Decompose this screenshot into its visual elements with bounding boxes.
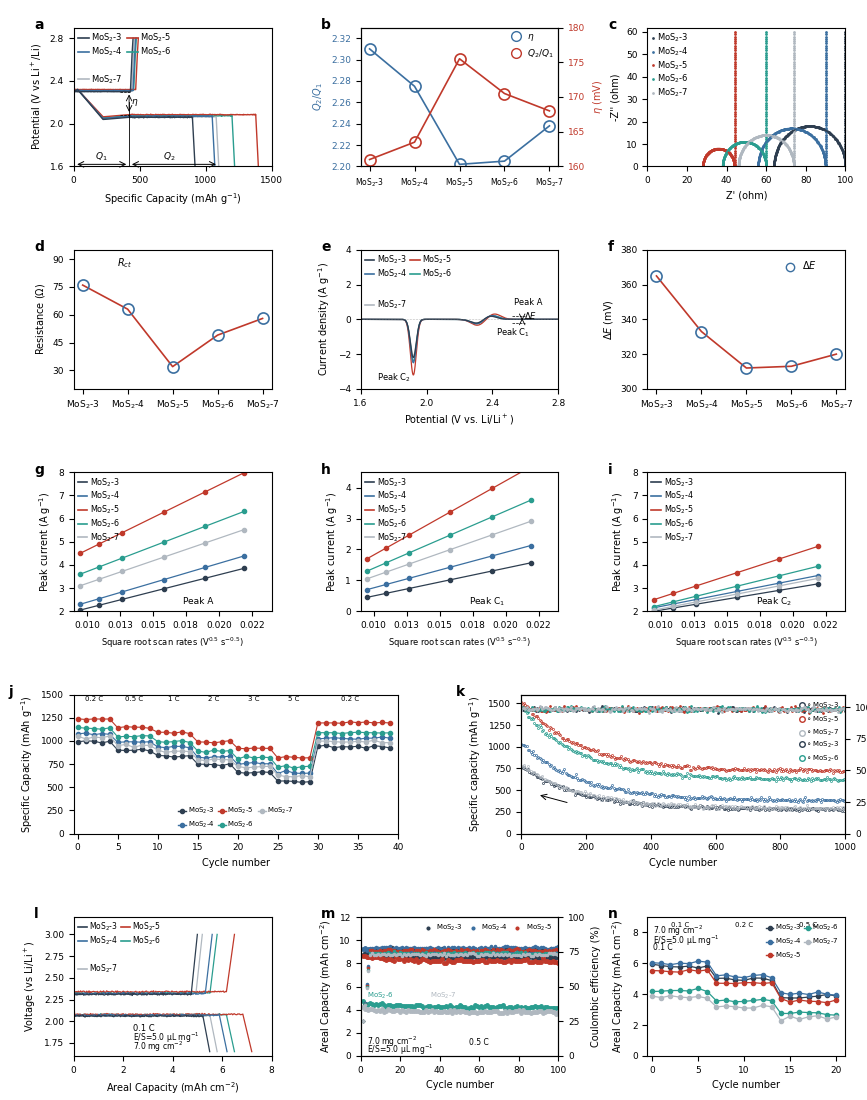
Legend: MoS$_2$-3, MoS$_2$-4, MoS$_2$-5, MoS$_2$-6, MoS$_2$-7: MoS$_2$-3, MoS$_2$-4, MoS$_2$-5, MoS$_2$… bbox=[365, 476, 407, 543]
Legend: MoS$_2$-7: MoS$_2$-7 bbox=[78, 74, 122, 86]
Text: Peak C$_2$: Peak C$_2$ bbox=[377, 371, 411, 384]
Legend: $\circ$ MoS$_2$-3, $\circ$ MoS$_2$-6: $\circ$ MoS$_2$-3, $\circ$ MoS$_2$-6 bbox=[798, 737, 842, 767]
Text: k: k bbox=[456, 685, 466, 698]
Text: l: l bbox=[34, 908, 39, 922]
Text: 2 C: 2 C bbox=[208, 696, 219, 703]
Y-axis label: -Z'' (ohm): -Z'' (ohm) bbox=[610, 74, 621, 121]
Y-axis label: Specific capacity (mAh g$^{-1}$): Specific capacity (mAh g$^{-1}$) bbox=[467, 696, 483, 833]
Text: MoS$_2$-7: MoS$_2$-7 bbox=[430, 991, 456, 1001]
Y-axis label: Peak current (A g$^{-1}$): Peak current (A g$^{-1}$) bbox=[610, 492, 627, 592]
Y-axis label: Peak current (A g$^{-1}$): Peak current (A g$^{-1}$) bbox=[37, 492, 53, 592]
Text: 0.1 C: 0.1 C bbox=[670, 922, 688, 927]
X-axis label: Cycle number: Cycle number bbox=[649, 858, 717, 868]
Legend: MoS$_2$-3, MoS$_2$-4, MoS$_2$-5, MoS$_2$-6, MoS$_2$-7: MoS$_2$-3, MoS$_2$-4, MoS$_2$-5, MoS$_2$… bbox=[78, 476, 120, 543]
Text: $R_{ct}$: $R_{ct}$ bbox=[117, 256, 133, 271]
X-axis label: Areal Capacity (mAh cm$^{-2}$): Areal Capacity (mAh cm$^{-2}$) bbox=[106, 1080, 239, 1096]
Y-axis label: Areal Capacity (mAh cm$^{-2}$): Areal Capacity (mAh cm$^{-2}$) bbox=[318, 920, 334, 1054]
Legend: MoS$_2$-3, MoS$_2$-4, MoS$_2$-5, MoS$_2$-6, MoS$_2$-7: MoS$_2$-3, MoS$_2$-4, MoS$_2$-5, MoS$_2$… bbox=[651, 476, 694, 543]
Text: Peak A: Peak A bbox=[514, 298, 543, 308]
X-axis label: Square root scan rates (V$^{0.5}$ s$^{-0.5}$): Square root scan rates (V$^{0.5}$ s$^{-0… bbox=[388, 636, 531, 650]
Legend: MoS$_2$-3, MoS$_2$-4, MoS$_2$-5, MoS$_2$-6, MoS$_2$-7: MoS$_2$-3, MoS$_2$-4, MoS$_2$-5, MoS$_2$… bbox=[175, 803, 297, 833]
X-axis label: Square root scan rates (V$^{0.5}$ s$^{-0.5}$): Square root scan rates (V$^{0.5}$ s$^{-0… bbox=[101, 636, 244, 650]
Text: 0.2 C: 0.2 C bbox=[735, 922, 753, 927]
Text: d: d bbox=[34, 240, 44, 254]
Y-axis label: Voltage (vs Li/Li$^+$): Voltage (vs Li/Li$^+$) bbox=[23, 940, 38, 1032]
Legend: $\eta$, $Q_2/Q_1$: $\eta$, $Q_2/Q_1$ bbox=[507, 32, 554, 60]
X-axis label: Z' (ohm): Z' (ohm) bbox=[726, 190, 767, 201]
Text: n: n bbox=[608, 908, 618, 922]
Text: 7.0 mg cm$^{-2}$: 7.0 mg cm$^{-2}$ bbox=[367, 1034, 417, 1049]
Y-axis label: Specific Capacity (mAh g$^{-1}$): Specific Capacity (mAh g$^{-1}$) bbox=[20, 695, 36, 833]
Text: 0.2 C: 0.2 C bbox=[85, 696, 103, 703]
Text: 1 C: 1 C bbox=[168, 696, 179, 703]
Legend: MoS$_2$-3, MoS$_2$-4, MoS$_2$-5, MoS$_2$-6, MoS$_2$-7: MoS$_2$-3, MoS$_2$-4, MoS$_2$-5, MoS$_2$… bbox=[764, 921, 842, 964]
X-axis label: Square root scan rates (V$^{0.5}$ s$^{-0.5}$): Square root scan rates (V$^{0.5}$ s$^{-0… bbox=[675, 636, 818, 650]
Text: Peak C$_1$: Peak C$_1$ bbox=[469, 595, 505, 608]
Text: 5 C: 5 C bbox=[288, 696, 299, 703]
Text: i: i bbox=[608, 462, 612, 476]
Text: 0.1 C: 0.1 C bbox=[654, 944, 673, 953]
Text: 7.0 mg cm$^{-2}$: 7.0 mg cm$^{-2}$ bbox=[133, 1040, 183, 1055]
Text: Peak A: Peak A bbox=[183, 597, 213, 606]
Y-axis label: Peak current (A g$^{-1}$): Peak current (A g$^{-1}$) bbox=[323, 492, 340, 592]
Text: j: j bbox=[9, 685, 14, 698]
X-axis label: Cycle number: Cycle number bbox=[713, 1080, 780, 1090]
Text: g: g bbox=[34, 462, 44, 476]
Legend: MoS$_2$-3, MoS$_2$-4, MoS$_2$-5: MoS$_2$-3, MoS$_2$-4, MoS$_2$-5 bbox=[418, 921, 555, 936]
Text: $\Delta E$: $\Delta E$ bbox=[524, 309, 537, 320]
Legend: MoS$_2$-7: MoS$_2$-7 bbox=[77, 962, 118, 975]
Text: 0.5 C: 0.5 C bbox=[469, 1038, 489, 1047]
Text: h: h bbox=[321, 462, 331, 476]
X-axis label: Potential (V vs. Li/Li$^+$): Potential (V vs. Li/Li$^+$) bbox=[405, 414, 514, 427]
Y-axis label: Potential (V vs Li$^+$/Li): Potential (V vs Li$^+$/Li) bbox=[30, 44, 44, 151]
X-axis label: Cycle number: Cycle number bbox=[426, 1080, 493, 1090]
Text: E/S=5.0 μL mg$^{-1}$: E/S=5.0 μL mg$^{-1}$ bbox=[654, 934, 720, 948]
Text: m: m bbox=[321, 908, 336, 922]
Legend: MoS$_2$-3, MoS$_2$-4, MoS$_2$-5, MoS$_2$-6, MoS$_2$-7: MoS$_2$-3, MoS$_2$-4, MoS$_2$-5, MoS$_2$… bbox=[652, 32, 688, 99]
Legend: MoS$_2$-7: MoS$_2$-7 bbox=[365, 298, 407, 311]
Y-axis label: $\Delta E$ (mV): $\Delta E$ (mV) bbox=[602, 299, 615, 340]
Text: $\Delta E$: $\Delta E$ bbox=[802, 260, 817, 272]
Text: $Q_1$: $Q_1$ bbox=[95, 151, 108, 163]
Text: 0.5 C: 0.5 C bbox=[799, 922, 818, 927]
Text: 0.5 C: 0.5 C bbox=[125, 696, 143, 703]
Text: Peak C$_2$: Peak C$_2$ bbox=[756, 595, 792, 608]
Text: MoS$_2$-6: MoS$_2$-6 bbox=[367, 991, 394, 1001]
Text: $\eta$: $\eta$ bbox=[131, 98, 138, 109]
Text: 0.1 C: 0.1 C bbox=[133, 1024, 154, 1033]
Text: b: b bbox=[321, 18, 331, 32]
X-axis label: Specific Capacity (mAh g$^{-1}$): Specific Capacity (mAh g$^{-1}$) bbox=[104, 190, 241, 207]
Text: e: e bbox=[321, 240, 330, 254]
Text: f: f bbox=[608, 240, 614, 254]
Text: c: c bbox=[608, 18, 616, 32]
Text: 7.0 mg cm$^{-2}$: 7.0 mg cm$^{-2}$ bbox=[654, 924, 704, 938]
Text: Peak C$_1$: Peak C$_1$ bbox=[496, 326, 530, 339]
Text: a: a bbox=[34, 18, 43, 32]
Y-axis label: Areal Capacity (mAh cm$^{-2}$): Areal Capacity (mAh cm$^{-2}$) bbox=[610, 920, 627, 1054]
X-axis label: Cycle number: Cycle number bbox=[202, 858, 270, 868]
Y-axis label: Current density (A g$^{-1}$): Current density (A g$^{-1}$) bbox=[316, 262, 332, 376]
Text: 0.2 C: 0.2 C bbox=[341, 696, 359, 703]
Y-axis label: $\eta$ (mV): $\eta$ (mV) bbox=[591, 80, 605, 114]
Text: $Q_2$: $Q_2$ bbox=[163, 151, 176, 163]
Text: E/S=5.0 μL mg$^{-1}$: E/S=5.0 μL mg$^{-1}$ bbox=[367, 1043, 433, 1057]
Text: E/S=5.0 μL mg$^{-1}$: E/S=5.0 μL mg$^{-1}$ bbox=[133, 1031, 199, 1045]
Text: 3 C: 3 C bbox=[248, 696, 259, 703]
Y-axis label: $Q_2/Q_1$: $Q_2/Q_1$ bbox=[311, 82, 325, 111]
Y-axis label: Coulombic efficiency (%): Coulombic efficiency (%) bbox=[591, 926, 601, 1047]
Y-axis label: Resistance ($\Omega$): Resistance ($\Omega$) bbox=[34, 283, 47, 355]
